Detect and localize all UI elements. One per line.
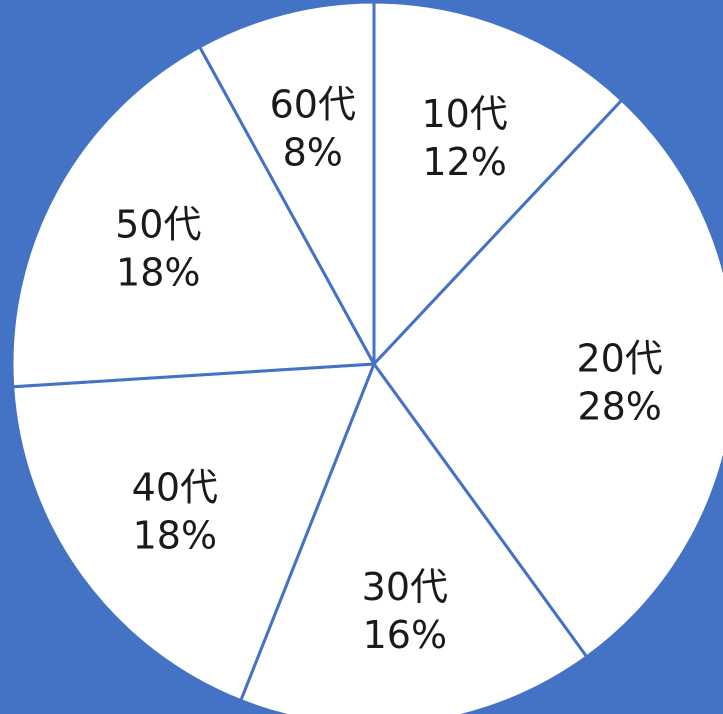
category-label: 50代 (115, 202, 201, 246)
category-label: 40代 (132, 466, 218, 510)
value-label: 28% (577, 384, 661, 428)
value-label: 12% (422, 140, 506, 184)
pie-slice-2 (372, 98, 723, 659)
pie-slice-5 (10, 45, 376, 389)
category-label: 60代 (270, 83, 356, 127)
pie-slice-4 (11, 362, 376, 703)
category-label: 30代 (362, 565, 448, 609)
category-label: 20代 (576, 336, 662, 380)
value-label: 18% (133, 514, 217, 558)
value-label: 16% (363, 613, 447, 657)
pie-slices (10, 0, 723, 714)
category-label: 10代 (421, 92, 507, 136)
pie-slice-3 (239, 362, 589, 714)
value-label: 8% (283, 131, 343, 175)
pie-slice-1 (372, 0, 624, 366)
value-label: 18% (116, 250, 200, 294)
pie-slice-6 (198, 0, 376, 366)
